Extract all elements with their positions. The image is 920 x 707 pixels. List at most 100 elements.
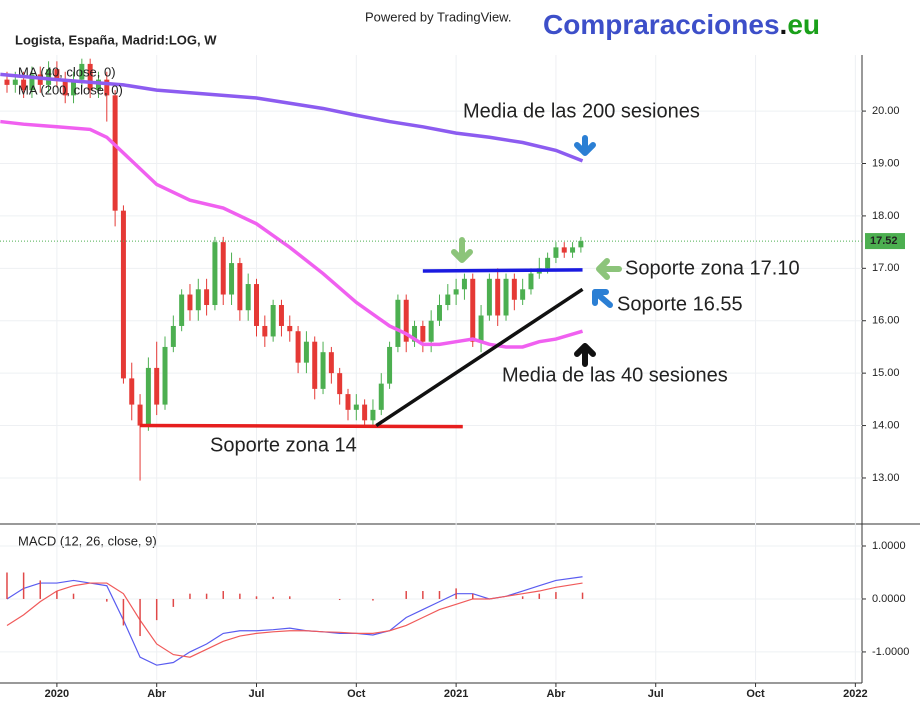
- last-price-tag: [865, 233, 905, 250]
- candle-body: [395, 299, 401, 347]
- candle-body: [436, 305, 442, 321]
- candle-body: [12, 79, 18, 85]
- y-tick-label: 19.00: [872, 157, 900, 169]
- candle-body: [503, 278, 509, 316]
- candle-body: [154, 367, 160, 405]
- annotation: Soporte 16.55: [617, 293, 743, 315]
- annotation: Media de las 200 sesiones: [463, 100, 700, 122]
- y-tick-label: 1.0000: [872, 540, 906, 552]
- candle-body: [578, 241, 584, 248]
- macd-line: [6, 582, 583, 658]
- y-tick-label: 18.00: [872, 210, 900, 222]
- candle-body: [71, 79, 77, 96]
- candle-body: [262, 325, 268, 337]
- candle-body: [320, 352, 326, 389]
- candle-body: [545, 257, 551, 269]
- candle-body: [345, 394, 351, 410]
- candle-body: [428, 320, 434, 342]
- candle-body: [370, 409, 376, 421]
- candle-body: [511, 278, 517, 300]
- trend-line: [375, 287, 584, 428]
- candle-body: [470, 278, 476, 342]
- x-tick-label: Abr: [546, 688, 566, 700]
- arrow: [592, 289, 613, 308]
- candle-body: [295, 331, 301, 363]
- candle-body: [478, 315, 484, 342]
- brand-part: Compraracciones: [543, 9, 780, 40]
- arrow: [574, 343, 596, 367]
- arrows: [451, 135, 622, 367]
- candle-body: [245, 284, 251, 311]
- trend-line: [140, 423, 463, 429]
- legend-entry: MA (200, close, 0): [18, 82, 123, 97]
- macd-line: [6, 576, 583, 666]
- y-tick-label: -1.0000: [872, 646, 909, 658]
- trend-line: [422, 268, 583, 273]
- candle-body: [204, 289, 210, 306]
- candle-body: [95, 79, 101, 91]
- x-tick-label: 2021: [444, 688, 468, 700]
- candle-body: [179, 294, 185, 326]
- candle-body: [312, 341, 318, 389]
- candle-body: [120, 210, 126, 379]
- candle-body: [287, 325, 293, 332]
- candle-body: [170, 325, 176, 347]
- y-tick-label: 14.00: [872, 419, 900, 431]
- candle-body: [129, 378, 135, 405]
- candle-body: [220, 242, 226, 295]
- arrow: [596, 258, 622, 280]
- candle-body: [553, 247, 559, 258]
- candle-body: [453, 289, 459, 295]
- brand-part: eu: [787, 9, 820, 40]
- candle-body: [270, 305, 276, 337]
- brand: Compraracciones.eu: [543, 9, 820, 40]
- powered-by: Powered by TradingView.: [365, 9, 511, 24]
- candle-body: [21, 79, 27, 91]
- candle-body: [162, 346, 168, 405]
- annotation: Soporte zona 14: [210, 434, 357, 456]
- candle-body: [62, 79, 68, 96]
- last-price-label: 17.52: [870, 235, 898, 247]
- grid: [0, 55, 862, 680]
- candle-body: [104, 79, 110, 96]
- candle-body: [187, 294, 193, 311]
- candle-body: [212, 242, 218, 306]
- chart-title: Logista, España, Madrid:LOG, W: [15, 32, 217, 47]
- y-tick-label: 20.00: [872, 105, 900, 117]
- y-tick-label: 16.00: [872, 315, 900, 327]
- candle-body: [237, 263, 243, 311]
- candle-body: [403, 299, 409, 342]
- candle-body: [4, 79, 10, 85]
- candle-body: [495, 278, 501, 316]
- x-tick-label: Jul: [249, 688, 265, 700]
- candle-body: [520, 289, 526, 300]
- candle-body: [337, 373, 343, 395]
- candle-body: [362, 404, 368, 421]
- candle-body: [195, 289, 201, 311]
- candle-body: [112, 95, 118, 211]
- candle-body: [570, 247, 576, 253]
- candle-body: [353, 404, 359, 410]
- candle-body: [137, 404, 143, 426]
- y-tick-label: 17.00: [872, 262, 900, 274]
- candle-body: [378, 383, 384, 410]
- candle-body: [229, 263, 235, 295]
- candle-body: [46, 69, 52, 85]
- candle-body: [79, 63, 85, 80]
- y-tick-label: 15.00: [872, 367, 900, 379]
- legend-entry: MA (40, close, 0): [18, 64, 116, 79]
- candle-body: [486, 278, 492, 316]
- annotation: Soporte zona 17.10: [625, 257, 800, 279]
- candle-body: [412, 325, 418, 342]
- annotation: Media de las 40 sesiones: [502, 364, 728, 386]
- candle-body: [561, 247, 567, 253]
- brand-part: .: [780, 9, 788, 40]
- x-tick-label: Jul: [648, 688, 664, 700]
- x-tick-label: Oct: [347, 688, 366, 700]
- y-tick-label: 0.0000: [872, 593, 906, 605]
- candle-body: [387, 346, 393, 384]
- candle-body: [54, 69, 60, 80]
- candle-body: [461, 278, 467, 290]
- candle-body: [328, 352, 334, 374]
